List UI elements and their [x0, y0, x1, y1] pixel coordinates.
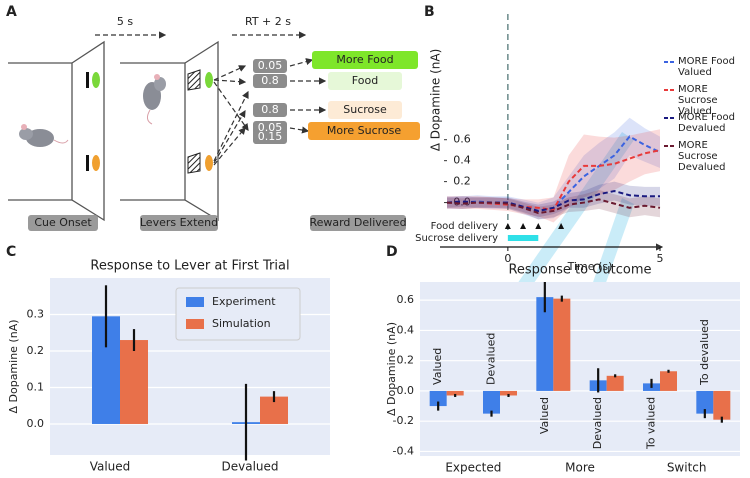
delivery-label: Food delivery [431, 221, 498, 232]
x-tick-label: 0 [504, 252, 511, 265]
delivery-marker [520, 223, 527, 229]
x-axis-label: Time (s) [567, 260, 613, 273]
probability: 0.15 [258, 130, 283, 143]
stage-label: Reward Delivered [309, 216, 406, 229]
stage-box [310, 215, 406, 231]
bar [120, 340, 148, 424]
bar [553, 298, 571, 391]
legend-label: MORE Sucrose Valued [678, 84, 718, 117]
error-band [447, 190, 660, 220]
y-tick-label: 0.6 [397, 293, 415, 306]
delivery-marker [558, 223, 565, 229]
category-label: Valued [431, 348, 444, 385]
cues [86, 69, 213, 174]
y-tick-label: 0.2 [27, 344, 45, 357]
delivery-marker [504, 223, 511, 229]
legend-label: Simulation [212, 317, 271, 330]
outcome-box [328, 72, 402, 90]
y-tick-label: 0.3 [27, 307, 45, 320]
bar [713, 390, 731, 420]
outcome: More Food [336, 53, 393, 66]
outcome: Sucrose [343, 103, 387, 116]
time-arrows [95, 31, 327, 166]
legend-label: MORE Sucrose Devalued [678, 140, 726, 173]
category-label: To valued [645, 397, 658, 450]
error-band [447, 181, 660, 218]
y-tick-label: 0.4 [453, 154, 471, 167]
outcome: More Sucrose [327, 124, 402, 137]
chart-title: Response to Lever at First Trial [90, 259, 289, 274]
y-tick-label: 0.2 [453, 175, 471, 188]
error-band [447, 129, 660, 223]
category-label: Valued [538, 397, 551, 434]
legend-swatch [186, 319, 204, 329]
y-tick-label: -0.4 [393, 444, 414, 457]
y-tick-label: 0.2 [397, 354, 415, 367]
error-band [447, 117, 660, 220]
y-tick-label: 0.4 [397, 323, 415, 336]
legend-box [175, 287, 301, 341]
x-tick-label: 5 [657, 252, 664, 265]
outcome-box [308, 122, 420, 140]
bar [429, 390, 447, 407]
legend-swatch [186, 297, 204, 307]
legend-label: MORE Food Valued [678, 56, 735, 78]
bar [483, 390, 500, 414]
group-label: Expected [445, 461, 501, 475]
chart-title: Response to Outcome [508, 263, 651, 278]
panel-label: B [424, 4, 435, 20]
probability: 0.05 [258, 59, 283, 72]
bar [606, 375, 624, 391]
y-axis-label: Δ Dopamine (nA) [429, 49, 443, 152]
bar [696, 390, 714, 414]
delivery-bar [507, 235, 539, 241]
stage-box [28, 215, 98, 231]
y-tick-label: 0.0 [453, 196, 471, 209]
rat-icon [19, 74, 166, 147]
panel-label: C [6, 244, 16, 260]
plot-background [420, 282, 740, 456]
stage-label: Cue Onset [34, 216, 92, 229]
interval-label: 5 s [117, 15, 133, 28]
legend-label: MORE Food Devalued [678, 112, 735, 134]
group-label: More [565, 461, 595, 475]
y-axis-label: Δ Dopamine (nA) [385, 322, 398, 416]
y-tick-label: 0.0 [27, 417, 45, 430]
category-label: Devalued [591, 397, 604, 449]
group-label: Switch [667, 461, 707, 475]
panel-label: A [6, 4, 17, 20]
x-tick-label: Valued [90, 460, 131, 474]
y-axis-label: Δ Dopamine (nA) [7, 319, 20, 413]
bar [446, 390, 464, 396]
outcome-box [312, 51, 418, 69]
outcome-box [328, 101, 402, 119]
stage-label: Levers Extend [140, 216, 218, 229]
interval-label: RT + 2 s [245, 15, 291, 28]
delivery-label: Sucrose delivery [415, 233, 498, 244]
delivery-marker [535, 223, 542, 229]
category-label: To devalued [698, 319, 711, 386]
legend-label: Experiment [212, 295, 276, 308]
series-line [446, 198, 661, 215]
bar [500, 390, 517, 396]
connector [506, 132, 634, 300]
bar [536, 297, 554, 391]
y-tick-label: 0.1 [27, 380, 45, 393]
probability-boxes [253, 59, 287, 144]
category-label: Devalued [485, 333, 498, 385]
panel-label: D [386, 244, 398, 260]
probability: 0.8 [261, 103, 279, 116]
y-tick-label: 0.6 [453, 133, 471, 146]
probability: 0.05 [258, 121, 283, 134]
y-tick-label: 0.0 [397, 384, 415, 397]
x-tick-label: Devalued [221, 460, 278, 474]
bar [660, 371, 677, 391]
probability: 0.8 [261, 74, 279, 87]
y-tick-label: -0.2 [393, 414, 414, 427]
outcome: Food [352, 74, 378, 87]
stage-box [140, 215, 218, 231]
